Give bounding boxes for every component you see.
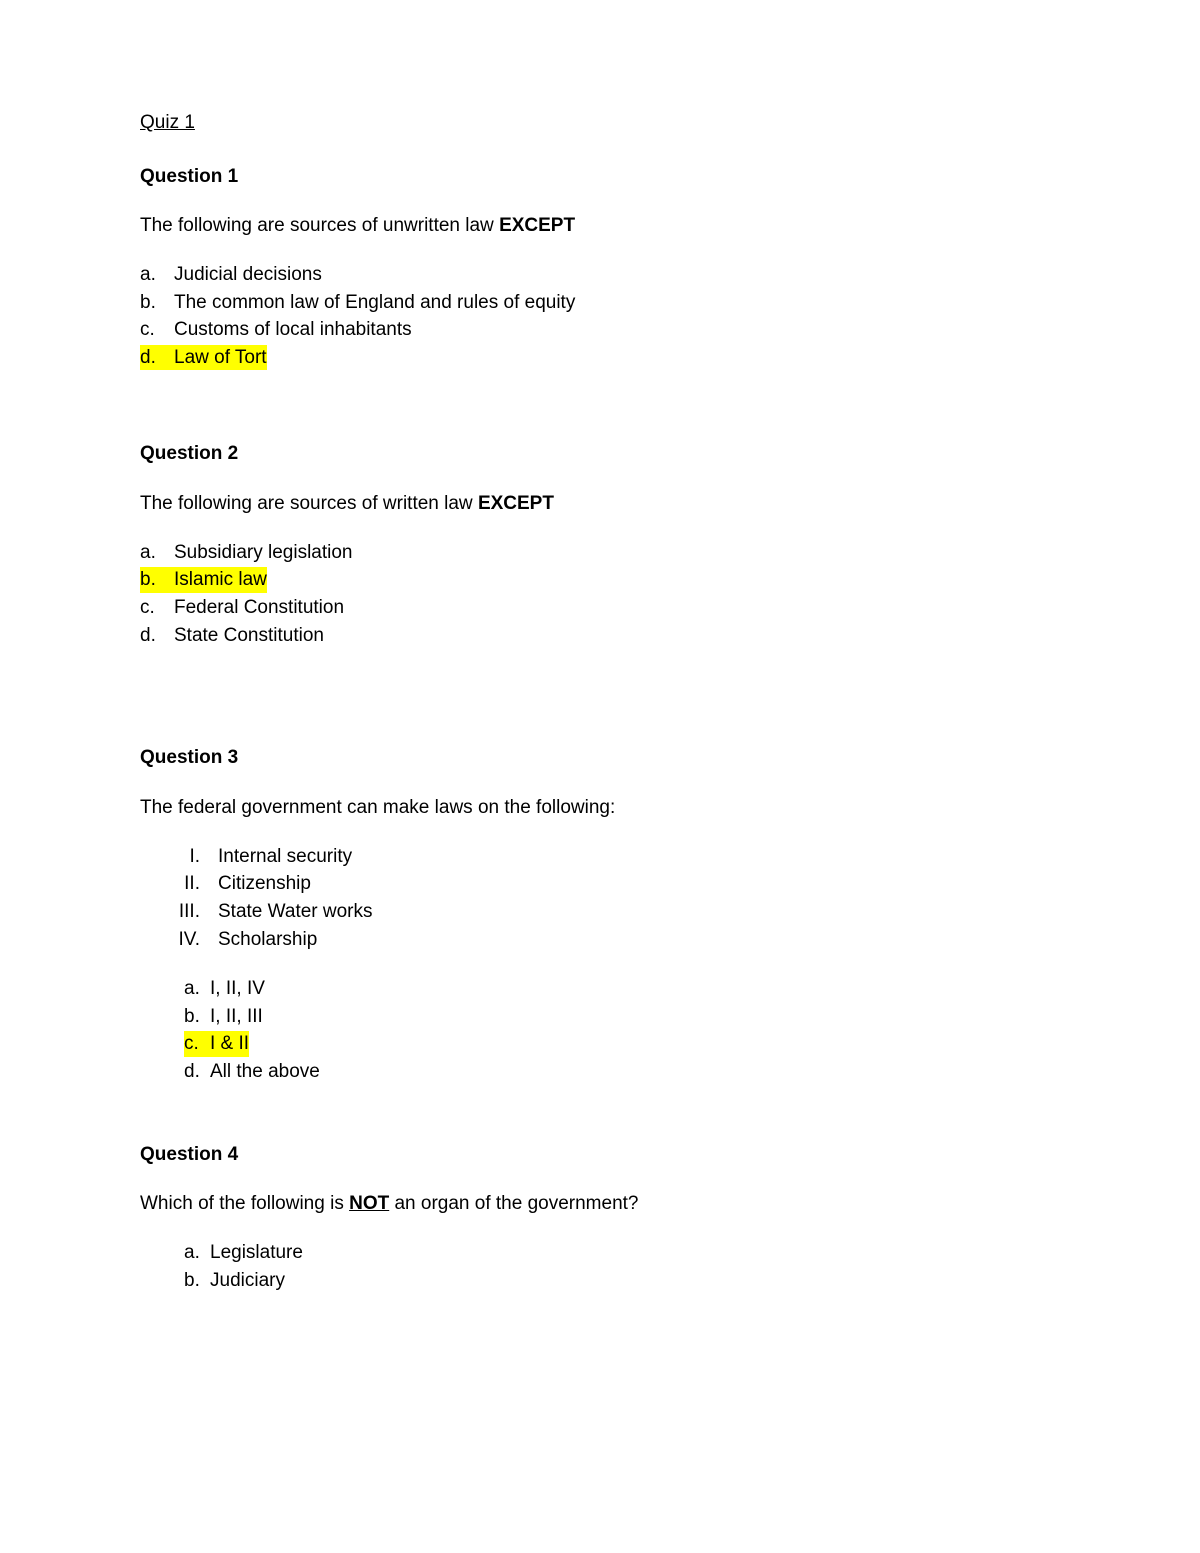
question-block-1: Question 1 The following are sources of … — [140, 164, 1060, 372]
prompt-pre: The following are sources of unwritten l… — [140, 215, 499, 236]
option-row: a. I, II, IV — [184, 975, 1060, 1003]
roman-item: I. Internal security — [154, 843, 1060, 871]
option-text: Islamic law — [174, 567, 267, 593]
option-row-highlighted: d. Law of Tort — [140, 344, 1060, 372]
option-text: Law of Tort — [174, 345, 267, 371]
option-marker: d. — [140, 623, 174, 649]
question-prompt: The federal government can make laws on … — [140, 795, 1060, 821]
option-marker: a. — [140, 540, 174, 566]
roman-marker: II. — [154, 871, 218, 897]
option-row: b. The common law of England and rules o… — [140, 289, 1060, 317]
prompt-pre: Which of the following is — [140, 1193, 349, 1214]
option-text: I & II — [210, 1031, 249, 1057]
roman-text: Internal security — [218, 844, 352, 870]
option-text: The common law of England and rules of e… — [174, 290, 575, 316]
question-heading: Question 2 — [140, 441, 1060, 467]
sub-options-list: a. Legislature b. Judiciary — [184, 1239, 1060, 1294]
roman-marker: IV. — [154, 927, 218, 953]
roman-item: IV. Scholarship — [154, 926, 1060, 954]
option-text: Judicial decisions — [174, 262, 322, 288]
question-prompt: The following are sources of written law… — [140, 491, 1060, 517]
option-row: c. Federal Constitution — [140, 594, 1060, 622]
option-marker: b. — [184, 1004, 210, 1030]
document-page: Quiz 1 Question 1 The following are sour… — [0, 0, 1200, 1553]
sub-options-list: a. I, II, IV b. I, II, III c. I & II d. … — [184, 975, 1060, 1086]
option-marker: a. — [140, 262, 174, 288]
option-marker: a. — [184, 1240, 210, 1266]
prompt-bold: EXCEPT — [478, 493, 554, 514]
option-text: Judiciary — [210, 1268, 285, 1294]
option-row: b. Judiciary — [184, 1267, 1060, 1295]
option-marker: b. — [140, 567, 174, 593]
option-text: Subsidiary legislation — [174, 540, 353, 566]
option-text: Customs of local inhabitants — [174, 317, 412, 343]
option-marker: c. — [140, 595, 174, 621]
prompt-pre: The following are sources of written law — [140, 493, 478, 514]
question-heading: Question 4 — [140, 1142, 1060, 1168]
roman-text: Scholarship — [218, 927, 317, 953]
option-row: a. Judicial decisions — [140, 261, 1060, 289]
option-text: I, II, IV — [210, 976, 265, 1002]
option-row: d. All the above — [184, 1058, 1060, 1086]
option-row: c. Customs of local inhabitants — [140, 316, 1060, 344]
question-block-3: Question 3 The federal government can ma… — [140, 745, 1060, 1085]
option-marker: c. — [184, 1031, 210, 1057]
quiz-title: Quiz 1 — [140, 110, 1060, 136]
roman-marker: I. — [154, 844, 218, 870]
option-row: b. I, II, III — [184, 1003, 1060, 1031]
option-text: All the above — [210, 1059, 320, 1085]
prompt-post: an organ of the government? — [389, 1193, 638, 1214]
option-marker: d. — [184, 1059, 210, 1085]
option-marker: b. — [140, 290, 174, 316]
option-text: I, II, III — [210, 1004, 263, 1030]
option-marker: d. — [140, 345, 174, 371]
roman-list: I. Internal security II. Citizenship III… — [154, 843, 1060, 954]
prompt-bold: EXCEPT — [499, 215, 575, 236]
question-heading: Question 3 — [140, 745, 1060, 771]
question-block-4: Question 4 Which of the following is NOT… — [140, 1142, 1060, 1295]
option-marker: c. — [140, 317, 174, 343]
option-text: Federal Constitution — [174, 595, 344, 621]
option-row: a. Subsidiary legislation — [140, 539, 1060, 567]
option-row: d. State Constitution — [140, 622, 1060, 650]
roman-text: State Water works — [218, 899, 373, 925]
options-list: a. Judicial decisions b. The common law … — [140, 261, 1060, 372]
option-text: State Constitution — [174, 623, 324, 649]
option-text: Legislature — [210, 1240, 303, 1266]
option-marker: b. — [184, 1268, 210, 1294]
option-row: a. Legislature — [184, 1239, 1060, 1267]
option-row-highlighted: b. Islamic law — [140, 566, 1060, 594]
option-row-highlighted: c. I & II — [184, 1030, 1060, 1058]
question-prompt: The following are sources of unwritten l… — [140, 213, 1060, 239]
prompt-bold-underline: NOT — [349, 1193, 389, 1214]
roman-item: III. State Water works — [154, 898, 1060, 926]
question-prompt: Which of the following is NOT an organ o… — [140, 1191, 1060, 1217]
roman-text: Citizenship — [218, 871, 311, 897]
prompt-pre: The federal government can make laws on … — [140, 797, 615, 818]
question-heading: Question 1 — [140, 164, 1060, 190]
question-block-2: Question 2 The following are sources of … — [140, 441, 1060, 649]
roman-marker: III. — [154, 899, 218, 925]
options-list: a. Subsidiary legislation b. Islamic law… — [140, 539, 1060, 650]
option-marker: a. — [184, 976, 210, 1002]
roman-item: II. Citizenship — [154, 870, 1060, 898]
